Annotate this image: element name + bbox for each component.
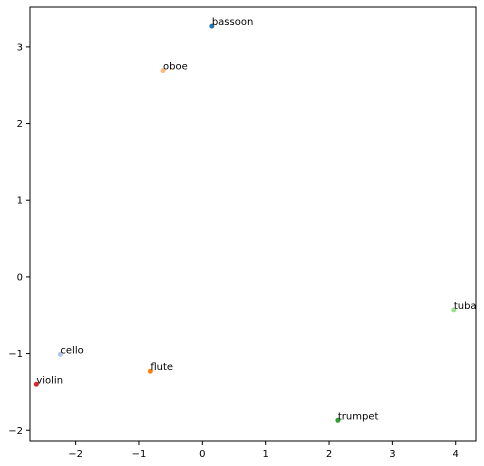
y-tick-label: 2 bbox=[17, 119, 23, 130]
data-point-trumpet bbox=[335, 417, 341, 423]
point-label-cello: cello bbox=[60, 345, 83, 356]
y-axis: −2 −1 0 1 2 3 bbox=[8, 42, 30, 437]
x-tick-label: 0 bbox=[199, 449, 205, 460]
y-tick-label: 3 bbox=[17, 42, 23, 53]
point-label-tuba: tuba bbox=[454, 301, 477, 312]
y-tick-label: −1 bbox=[8, 349, 23, 360]
x-tick-label: −2 bbox=[68, 449, 83, 460]
data-points: bassoon oboe tuba cello flute violin trumpet bbox=[33, 17, 477, 423]
y-tick-label: 0 bbox=[17, 272, 23, 283]
x-tick-label: 3 bbox=[389, 449, 395, 460]
x-tick-label: −1 bbox=[132, 449, 147, 460]
x-axis: −2 −1 0 1 2 3 4 bbox=[68, 441, 459, 460]
x-tick-label: 4 bbox=[453, 449, 459, 460]
x-tick-label: 1 bbox=[262, 449, 268, 460]
y-tick-label: −2 bbox=[8, 426, 23, 437]
data-point-bassoon bbox=[209, 23, 215, 29]
data-point-violin bbox=[33, 381, 39, 387]
data-point-flute bbox=[147, 368, 153, 374]
data-point-tuba bbox=[451, 307, 457, 313]
plot-area bbox=[29, 6, 477, 442]
y-tick-label: 1 bbox=[17, 196, 23, 207]
data-point-oboe bbox=[160, 68, 166, 74]
point-label-violin: violin bbox=[36, 375, 63, 386]
point-label-trumpet: trumpet bbox=[338, 411, 379, 422]
point-label-bassoon: bassoon bbox=[212, 17, 253, 28]
x-tick-label: 2 bbox=[326, 449, 332, 460]
point-label-flute: flute bbox=[150, 362, 173, 373]
data-point-cello bbox=[57, 351, 63, 357]
point-label-oboe: oboe bbox=[163, 62, 188, 73]
